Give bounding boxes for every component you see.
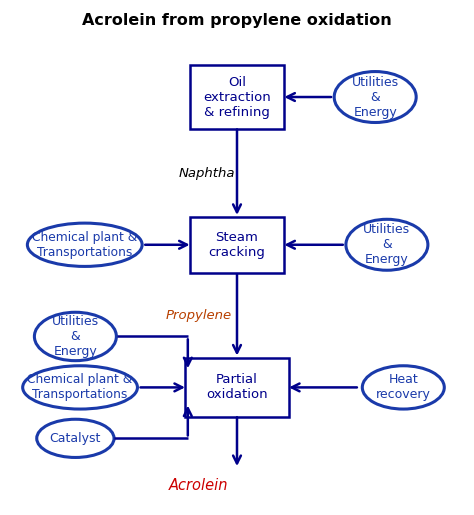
FancyBboxPatch shape bbox=[185, 358, 289, 417]
FancyBboxPatch shape bbox=[190, 65, 284, 129]
Ellipse shape bbox=[23, 366, 137, 409]
Text: Steam
cracking: Steam cracking bbox=[209, 231, 265, 259]
Text: Utilities
&
Energy: Utilities & Energy bbox=[352, 76, 399, 118]
Text: Acrolein: Acrolein bbox=[169, 478, 228, 493]
Text: Chemical plant &
Transportations: Chemical plant & Transportations bbox=[27, 373, 133, 401]
Text: Utilities
&
Energy: Utilities & Energy bbox=[364, 224, 410, 266]
FancyBboxPatch shape bbox=[190, 217, 284, 273]
Ellipse shape bbox=[362, 366, 444, 409]
Ellipse shape bbox=[334, 72, 416, 123]
Text: Acrolein from propylene oxidation: Acrolein from propylene oxidation bbox=[82, 13, 392, 28]
Text: Naphtha: Naphtha bbox=[178, 167, 235, 180]
Text: Partial
oxidation: Partial oxidation bbox=[206, 373, 268, 401]
Text: Catalyst: Catalyst bbox=[50, 432, 101, 445]
Ellipse shape bbox=[346, 219, 428, 270]
Ellipse shape bbox=[37, 419, 114, 457]
Text: Heat
recovery: Heat recovery bbox=[376, 373, 431, 401]
Ellipse shape bbox=[27, 223, 142, 266]
Ellipse shape bbox=[35, 312, 117, 360]
Text: Chemical plant &
Transportations: Chemical plant & Transportations bbox=[32, 231, 137, 259]
Text: Propylene: Propylene bbox=[165, 308, 232, 321]
Text: Utilities
&
Energy: Utilities & Energy bbox=[52, 315, 99, 358]
Text: Oil
extraction
& refining: Oil extraction & refining bbox=[203, 76, 271, 118]
